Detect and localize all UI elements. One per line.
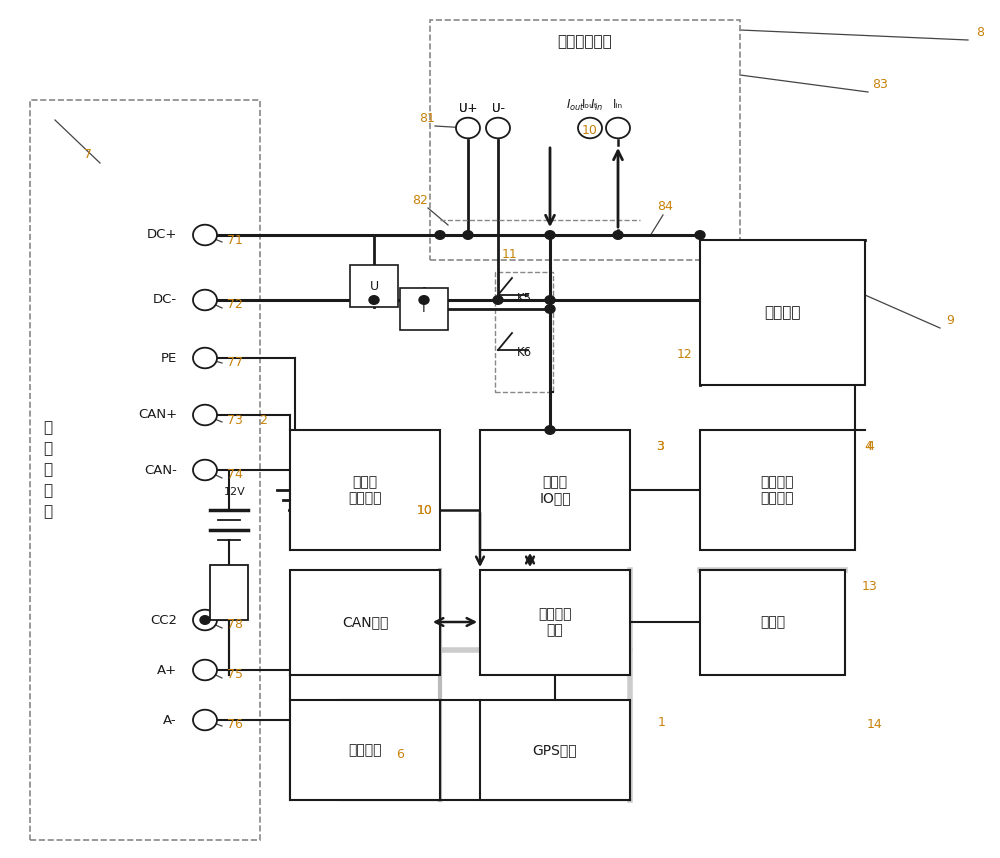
Text: CC2: CC2 — [150, 613, 177, 626]
Circle shape — [545, 426, 555, 434]
Bar — [495, 272, 553, 392]
Text: K5: K5 — [516, 292, 532, 305]
Text: PE: PE — [161, 352, 177, 365]
Circle shape — [193, 660, 217, 680]
Bar — [700, 240, 865, 385]
Text: DC-: DC- — [153, 293, 177, 306]
Circle shape — [193, 710, 217, 730]
Text: CAN+: CAN+ — [138, 408, 177, 421]
Text: DC+: DC+ — [147, 228, 177, 241]
Circle shape — [193, 460, 217, 480]
Text: 8: 8 — [976, 26, 984, 39]
Text: U-: U- — [492, 101, 504, 114]
Bar — [430, 20, 740, 260]
Bar — [290, 430, 440, 550]
Circle shape — [463, 231, 473, 239]
Text: Iᵢₙ: Iᵢₙ — [613, 99, 623, 112]
Text: 6: 6 — [396, 748, 404, 762]
Text: 高压直流
电源模块: 高压直流 电源模块 — [761, 474, 794, 505]
Text: 9: 9 — [946, 313, 954, 327]
Text: A+: A+ — [157, 663, 177, 676]
Text: 4: 4 — [866, 440, 874, 454]
Text: 73: 73 — [227, 414, 243, 426]
Bar — [480, 430, 630, 550]
Bar — [350, 265, 398, 307]
Circle shape — [486, 118, 510, 138]
Bar — [210, 565, 248, 620]
Text: 11: 11 — [502, 249, 518, 262]
Text: 75: 75 — [227, 668, 243, 681]
Text: 充
电
枪
接
口: 充 电 枪 接 口 — [43, 420, 53, 519]
Text: 3: 3 — [656, 440, 664, 454]
Text: 2: 2 — [259, 414, 267, 426]
Text: 84: 84 — [657, 201, 673, 214]
Circle shape — [545, 305, 555, 313]
Circle shape — [606, 118, 630, 138]
Text: 76: 76 — [227, 718, 243, 732]
Text: 外接计量接口: 外接计量接口 — [558, 34, 612, 50]
Text: U+: U+ — [459, 101, 477, 114]
Circle shape — [578, 118, 602, 138]
Text: U+: U+ — [459, 101, 477, 114]
Text: 12: 12 — [677, 348, 693, 361]
Bar — [700, 430, 855, 550]
Text: 10: 10 — [417, 504, 433, 517]
Circle shape — [493, 296, 503, 305]
Circle shape — [193, 290, 217, 311]
Text: 12V: 12V — [224, 487, 246, 497]
Text: 81: 81 — [419, 112, 435, 124]
Text: 78: 78 — [227, 619, 243, 631]
Circle shape — [419, 296, 429, 305]
Bar — [480, 700, 630, 800]
Text: 模拟量
采集模块: 模拟量 采集模块 — [348, 474, 382, 505]
Text: CAN模块: CAN模块 — [342, 615, 388, 630]
Text: 4: 4 — [864, 440, 872, 454]
Text: 74: 74 — [227, 468, 243, 481]
Circle shape — [695, 231, 705, 239]
Text: $I_{out}$  $I_{in}$: $I_{out}$ $I_{in}$ — [566, 98, 604, 112]
Circle shape — [200, 616, 210, 625]
Text: 13: 13 — [862, 581, 878, 594]
Text: A-: A- — [163, 714, 177, 727]
Text: U-: U- — [492, 101, 504, 114]
Text: U: U — [369, 280, 379, 293]
Circle shape — [193, 405, 217, 426]
Text: 供电模块: 供电模块 — [348, 743, 382, 757]
Text: 1: 1 — [658, 716, 666, 728]
Text: 77: 77 — [227, 355, 243, 368]
Text: 82: 82 — [412, 194, 428, 207]
Circle shape — [369, 296, 379, 305]
Text: 83: 83 — [872, 78, 888, 92]
Bar — [30, 100, 260, 840]
Bar — [480, 570, 630, 675]
Circle shape — [435, 231, 445, 239]
Bar — [700, 570, 845, 675]
Bar — [290, 700, 440, 800]
Text: 主控制器
模块: 主控制器 模块 — [538, 607, 572, 637]
Text: 10: 10 — [582, 124, 598, 136]
Text: 触摸屏: 触摸屏 — [760, 615, 785, 630]
Circle shape — [456, 118, 480, 138]
Text: 10: 10 — [417, 504, 433, 517]
Bar — [290, 570, 440, 675]
Text: Iₒᵤₜ: Iₒᵤₜ — [582, 99, 598, 112]
Text: I: I — [422, 303, 426, 316]
Circle shape — [545, 231, 555, 239]
Text: 14: 14 — [867, 718, 883, 732]
Text: K6: K6 — [516, 346, 532, 359]
Circle shape — [613, 231, 623, 239]
Circle shape — [193, 225, 217, 245]
Text: 7: 7 — [84, 148, 92, 161]
Text: GPS模块: GPS模块 — [533, 743, 577, 757]
Circle shape — [193, 610, 217, 631]
Text: 3: 3 — [656, 440, 664, 454]
Circle shape — [193, 347, 217, 368]
Text: 71: 71 — [227, 233, 243, 246]
Text: 数字量
IO模块: 数字量 IO模块 — [539, 474, 571, 505]
Circle shape — [545, 296, 555, 305]
Bar — [400, 288, 448, 330]
Text: CAN-: CAN- — [144, 463, 177, 476]
Text: 电子负载: 电子负载 — [764, 305, 801, 320]
Text: 72: 72 — [227, 299, 243, 311]
